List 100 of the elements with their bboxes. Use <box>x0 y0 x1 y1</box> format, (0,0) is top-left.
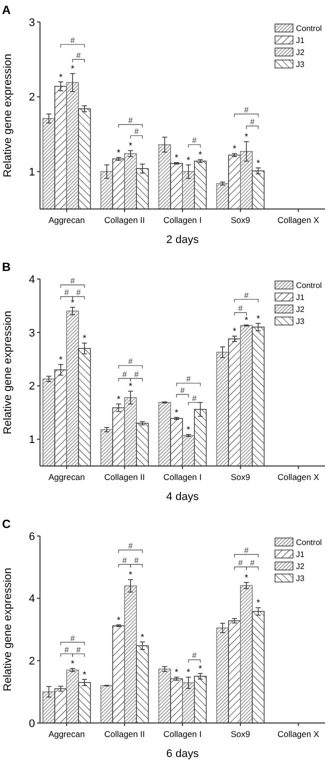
data-label: * <box>116 614 121 625</box>
y-tick-label: 2 <box>28 656 35 668</box>
x-tick-label: Sox9 <box>230 215 250 225</box>
bar <box>216 628 229 724</box>
x-tick-label: Collagen II <box>104 472 145 482</box>
data-label: * <box>232 144 237 154</box>
chart-title: B <box>2 260 11 274</box>
x-axis-title: 2 days <box>166 234 200 246</box>
data-label: * <box>244 314 249 325</box>
x-tick-label: Aggrecan <box>48 472 86 482</box>
annotation: # <box>64 288 70 298</box>
data-label: * <box>128 381 133 392</box>
x-tick-label: Aggrecan <box>48 215 86 225</box>
annotation: # <box>250 117 256 126</box>
data-label: * <box>82 333 87 344</box>
data-label: * <box>198 663 203 674</box>
legend-label: J2 <box>296 562 305 571</box>
legend-label: J1 <box>296 36 305 45</box>
x-tick-label: Sox9 <box>230 472 250 482</box>
annotation: # <box>76 288 82 298</box>
annotation: # <box>128 542 134 551</box>
bar <box>158 668 172 724</box>
data-label: * <box>256 598 260 608</box>
annotation: # <box>134 556 140 565</box>
data-label: * <box>116 394 121 404</box>
annotation: # <box>238 304 244 314</box>
annotation: # <box>122 370 128 379</box>
annotation: # <box>244 106 250 115</box>
y-tick-label: 3 <box>28 16 35 29</box>
y-axis-title: Relative gene expression <box>2 310 14 434</box>
bar <box>100 685 114 724</box>
y-tick-label: 3 <box>28 327 35 340</box>
annotation: # <box>192 136 198 146</box>
x-tick-label: Collagen X <box>278 729 320 739</box>
bar <box>66 670 79 724</box>
data-label: * <box>128 140 133 151</box>
y-tick-label: 0 <box>28 718 35 730</box>
chart-title: C <box>2 517 11 531</box>
legend-label: J2 <box>296 305 305 314</box>
data-label: * <box>186 667 191 678</box>
legend-label: J1 <box>296 293 305 302</box>
x-tick-label: Collagen II <box>104 215 145 225</box>
data-label: * <box>116 147 121 158</box>
bar <box>182 682 195 724</box>
x-tick-label: Collagen I <box>163 215 202 225</box>
bar <box>42 691 56 724</box>
annotation: # <box>122 556 128 565</box>
legend-label: Control <box>296 538 322 547</box>
annotation: # <box>244 290 250 300</box>
x-axis-title: 4 days <box>166 491 200 503</box>
legend-label: J1 <box>296 550 305 559</box>
data-label: * <box>256 313 260 324</box>
data-label: * <box>186 424 191 434</box>
data-label: * <box>174 667 179 678</box>
data-label: * <box>232 326 237 336</box>
data-label: * <box>128 570 133 580</box>
chart-title: A <box>2 3 11 17</box>
data-label: * <box>70 64 75 74</box>
data-label: * <box>256 158 260 168</box>
annotation: # <box>134 370 140 379</box>
data-label: * <box>198 150 203 160</box>
annotation: # <box>70 276 76 286</box>
annotation: # <box>128 357 134 366</box>
data-label: * <box>70 297 75 308</box>
y-tick-label: 4 <box>28 593 35 606</box>
data-label: * <box>186 154 191 165</box>
annotation: # <box>70 634 76 643</box>
data-label: * <box>58 72 63 82</box>
x-tick-label: Collagen I <box>163 729 202 739</box>
annotation: # <box>192 394 198 403</box>
legend-label: Control <box>296 281 322 290</box>
x-axis-title: 6 days <box>166 748 200 760</box>
annotation: # <box>192 651 198 660</box>
y-axis-title: Relative gene expression <box>2 568 14 692</box>
annotation: # <box>70 36 76 45</box>
y-tick-label: 6 <box>28 530 35 543</box>
x-tick-label: Collagen X <box>278 472 320 482</box>
data-label: * <box>58 354 63 364</box>
x-tick-label: Collagen I <box>163 472 202 482</box>
y-axis-title: Relative gene expression <box>2 54 14 178</box>
x-tick-label: Collagen II <box>104 729 145 739</box>
x-tick-label: Sox9 <box>230 729 250 739</box>
annotation: # <box>76 645 82 654</box>
annotation: # <box>238 558 244 568</box>
annotation: # <box>186 374 192 384</box>
data-label: * <box>140 632 145 642</box>
y-tick-label: 2 <box>28 92 35 104</box>
legend-label: J3 <box>296 317 305 326</box>
legend-label: J2 <box>296 48 305 57</box>
data-label: * <box>82 669 87 680</box>
annotation: # <box>64 645 70 654</box>
legend-label: Control <box>296 24 322 33</box>
y-tick-label: 1 <box>28 434 35 446</box>
y-tick-label: 1 <box>28 166 35 178</box>
annotation: # <box>180 386 186 395</box>
x-tick-label: Aggrecan <box>48 729 86 739</box>
data-label: * <box>244 132 249 142</box>
data-label: * <box>244 572 249 582</box>
annotation: # <box>76 50 82 60</box>
legend-label: J3 <box>296 60 305 69</box>
